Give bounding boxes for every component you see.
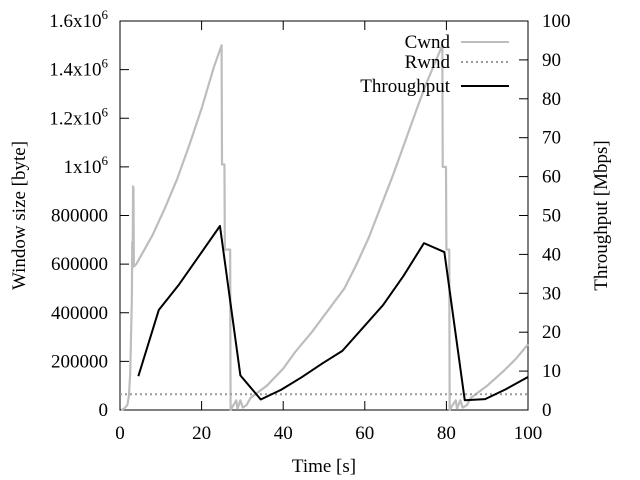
legend-label-throughput: Throughput (360, 76, 450, 97)
x-tick-label: 20 (192, 423, 211, 444)
x-tick-label: 100 (514, 423, 543, 444)
y-tick-label: 1.2x106 (49, 104, 108, 129)
y2-tick-label: 40 (542, 244, 561, 265)
y2-tick-label: 60 (542, 167, 561, 188)
x-tick-label: 0 (115, 423, 125, 444)
legend-label-cwnd: Cwnd (405, 32, 451, 53)
y2-tick-label: 100 (542, 11, 571, 32)
y-tick-label: 600000 (51, 254, 108, 275)
y2-tick-label: 80 (542, 89, 561, 110)
y2-tick-label: 30 (542, 283, 561, 304)
series-cwnd-line (120, 44, 529, 412)
series-layer (120, 44, 529, 412)
x-tick-label: 40 (274, 423, 293, 444)
labels-layer: 0 20 40 60 80 10002000004000006000008000001x1… (9, 7, 612, 477)
y2-axis-label: Throughput [Mbps] (591, 140, 612, 290)
series-throughput-line (137, 225, 529, 402)
ticks-layer (119, 20, 529, 411)
y-tick-label: 1.6x106 (49, 7, 108, 32)
x-tick-label: 60 (355, 423, 374, 444)
y-tick-label: 1.4x106 (49, 56, 108, 81)
y-tick-label: 800000 (51, 206, 108, 227)
y-tick-label: 0 (99, 400, 109, 421)
y2-tick-label: 0 (542, 400, 552, 421)
y2-tick-label: 90 (542, 50, 561, 71)
legend-label-rwnd: Rwnd (405, 52, 451, 73)
y2-tick-label: 50 (542, 206, 561, 227)
plot-frame (119, 20, 529, 411)
x-tick-label: 80 (437, 423, 456, 444)
y2-tick-label: 10 (542, 361, 561, 382)
y-axis-label: Window size [byte] (9, 141, 30, 290)
y2-tick-label: 20 (542, 322, 561, 343)
y2-tick-label: 70 (542, 128, 561, 149)
x-axis-label: Time [s] (292, 456, 356, 477)
y-tick-label: 400000 (51, 303, 108, 324)
y-tick-label: 1x106 (64, 153, 109, 178)
y-tick-label: 200000 (51, 351, 108, 372)
